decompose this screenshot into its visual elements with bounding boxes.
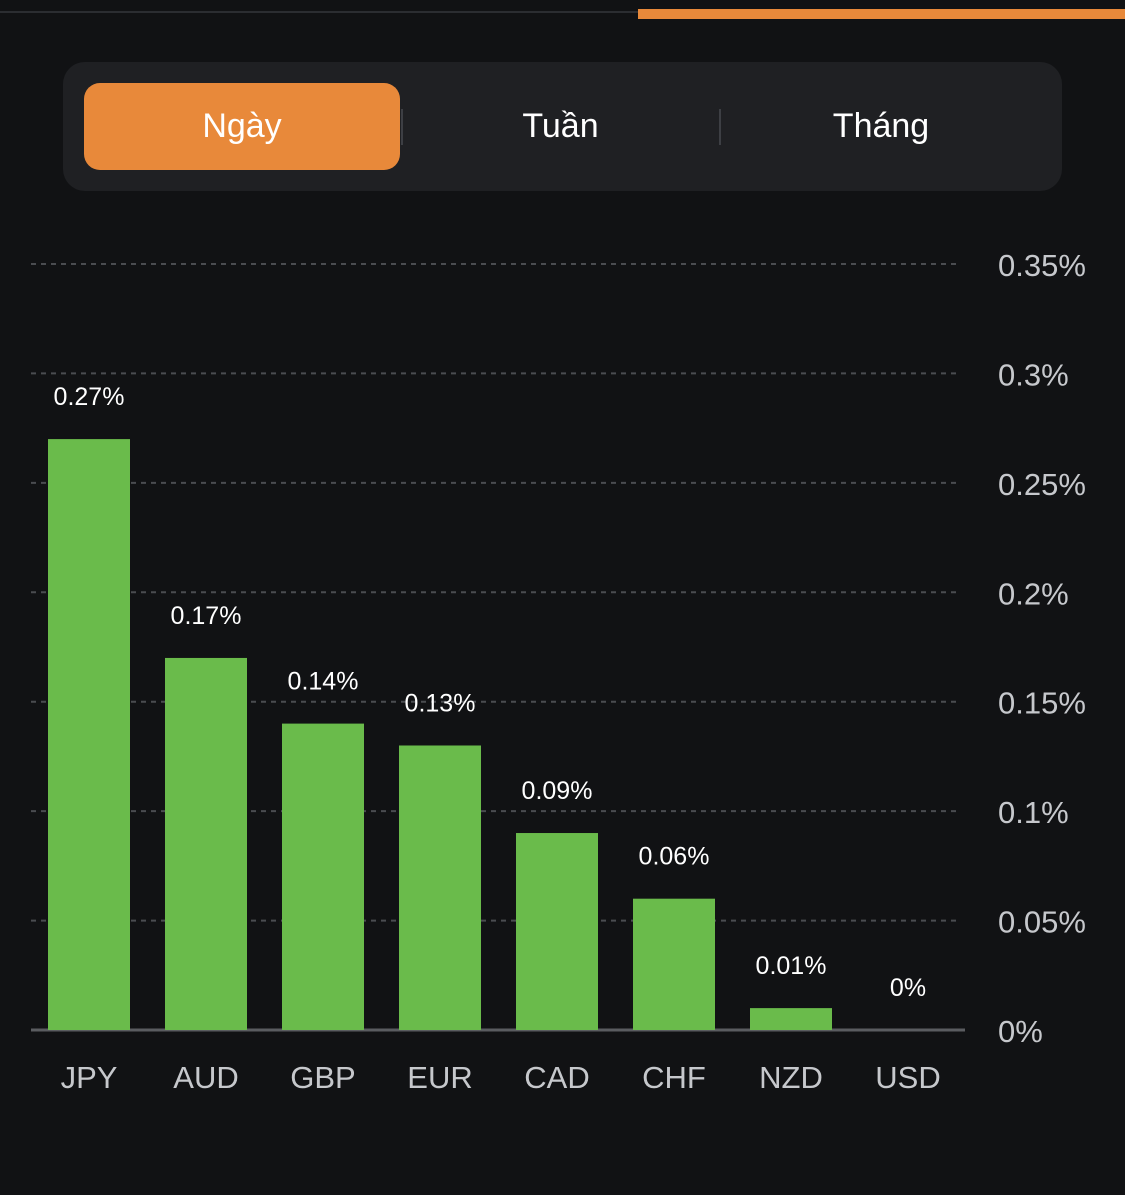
y-tick-label: 0.2%	[998, 576, 1069, 611]
active-section-indicator	[638, 9, 1125, 19]
bar-gbp	[282, 723, 364, 1030]
category-label: AUD	[173, 1060, 238, 1095]
category-label: JPY	[61, 1060, 118, 1095]
tab-separator	[401, 109, 403, 145]
tab-week[interactable]: Tuần	[403, 83, 718, 170]
value-label: 0.27%	[54, 383, 125, 411]
category-label: GBP	[290, 1060, 355, 1095]
value-label: 0.14%	[288, 668, 359, 696]
bar-eur	[399, 745, 481, 1030]
y-tick-label: 0%	[998, 1014, 1043, 1049]
tab-week-label: Tuần	[522, 107, 599, 145]
value-label: 0.13%	[405, 689, 476, 717]
category-label: USD	[875, 1060, 940, 1095]
y-tick-label: 0.05%	[998, 905, 1086, 940]
y-tick-label: 0.35%	[998, 248, 1086, 283]
period-segmented-control: Ngày Tuần Tháng	[63, 62, 1062, 191]
tab-month[interactable]: Tháng	[721, 83, 1041, 170]
top-divider-line	[0, 11, 638, 13]
category-label: CHF	[642, 1060, 706, 1095]
category-label: NZD	[759, 1060, 823, 1095]
tab-month-label: Tháng	[832, 107, 930, 145]
tab-day-label: Ngày	[202, 107, 282, 145]
tab-separator	[719, 109, 721, 145]
bar-jpy	[48, 439, 130, 1031]
value-label: 0.17%	[171, 602, 242, 630]
value-label: 0.01%	[756, 952, 827, 980]
bar-chf	[633, 898, 715, 1030]
y-tick-label: 0.15%	[998, 686, 1086, 721]
category-label: CAD	[524, 1060, 589, 1095]
y-tick-label: 0.3%	[998, 357, 1069, 392]
value-label: 0.06%	[639, 843, 710, 871]
y-tick-label: 0.1%	[998, 795, 1069, 830]
value-label: 0%	[890, 974, 926, 1002]
bar-aud	[165, 657, 247, 1030]
bar-cad	[516, 833, 598, 1030]
tab-day[interactable]: Ngày	[84, 83, 400, 170]
category-label: EUR	[407, 1060, 472, 1095]
y-tick-label: 0.25%	[998, 467, 1086, 502]
bar-nzd	[750, 1008, 832, 1030]
value-label: 0.09%	[522, 777, 593, 805]
